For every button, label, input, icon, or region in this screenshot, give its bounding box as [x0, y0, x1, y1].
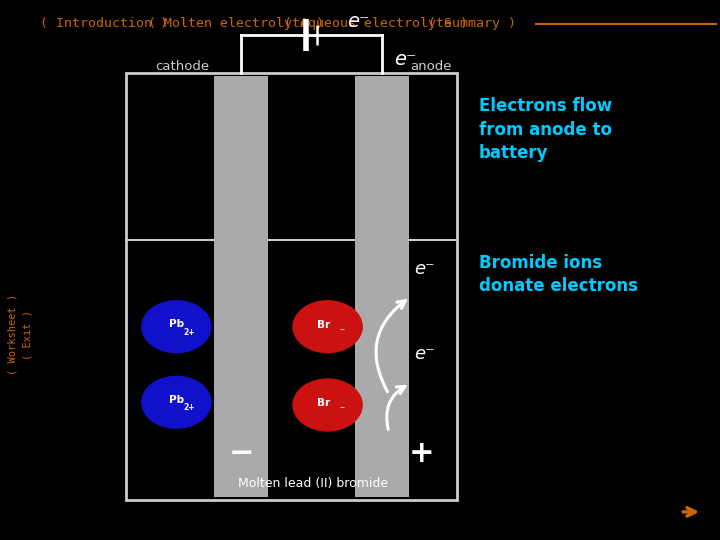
- Circle shape: [142, 376, 211, 428]
- Text: 2+: 2+: [184, 328, 195, 336]
- Circle shape: [293, 379, 362, 431]
- Text: 2+: 2+: [184, 403, 195, 412]
- Text: Br: Br: [318, 398, 330, 408]
- Text: ⁻: ⁻: [339, 327, 345, 337]
- Text: Pb: Pb: [168, 395, 184, 404]
- Text: ⁻: ⁻: [339, 406, 345, 415]
- Text: ( Exit ): ( Exit ): [22, 310, 32, 360]
- Text: anode: anode: [410, 60, 452, 73]
- Bar: [355, 76, 409, 497]
- Text: e⁻: e⁻: [414, 345, 435, 363]
- Text: ( Introduction ): ( Introduction ): [40, 17, 168, 30]
- FancyArrowPatch shape: [387, 387, 405, 429]
- Text: Electrons flow
from anode to
battery: Electrons flow from anode to battery: [479, 97, 612, 163]
- Text: Pb: Pb: [168, 319, 184, 329]
- Bar: [126, 73, 457, 500]
- Circle shape: [142, 301, 211, 353]
- Text: Molten lead (II) bromide: Molten lead (II) bromide: [238, 477, 388, 490]
- Text: −: −: [228, 439, 254, 468]
- FancyArrowPatch shape: [376, 301, 405, 392]
- Text: ( Summary ): ( Summary ): [428, 17, 516, 30]
- Text: Bromide ions
donate electrons: Bromide ions donate electrons: [479, 254, 638, 295]
- Text: ( Molten electrolyte ): ( Molten electrolyte ): [148, 17, 323, 30]
- Text: ( Aqueous electrolyte ): ( Aqueous electrolyte ): [284, 17, 469, 30]
- Circle shape: [293, 301, 362, 353]
- Bar: [215, 76, 269, 497]
- Text: +: +: [408, 439, 434, 468]
- Text: Br: Br: [318, 320, 330, 329]
- Text: ( Worksheet ): ( Worksheet ): [8, 294, 18, 375]
- Text: e⁻: e⁻: [347, 12, 369, 31]
- Text: e⁻: e⁻: [395, 50, 417, 69]
- Text: e⁻: e⁻: [414, 260, 435, 278]
- Text: cathode: cathode: [155, 60, 209, 73]
